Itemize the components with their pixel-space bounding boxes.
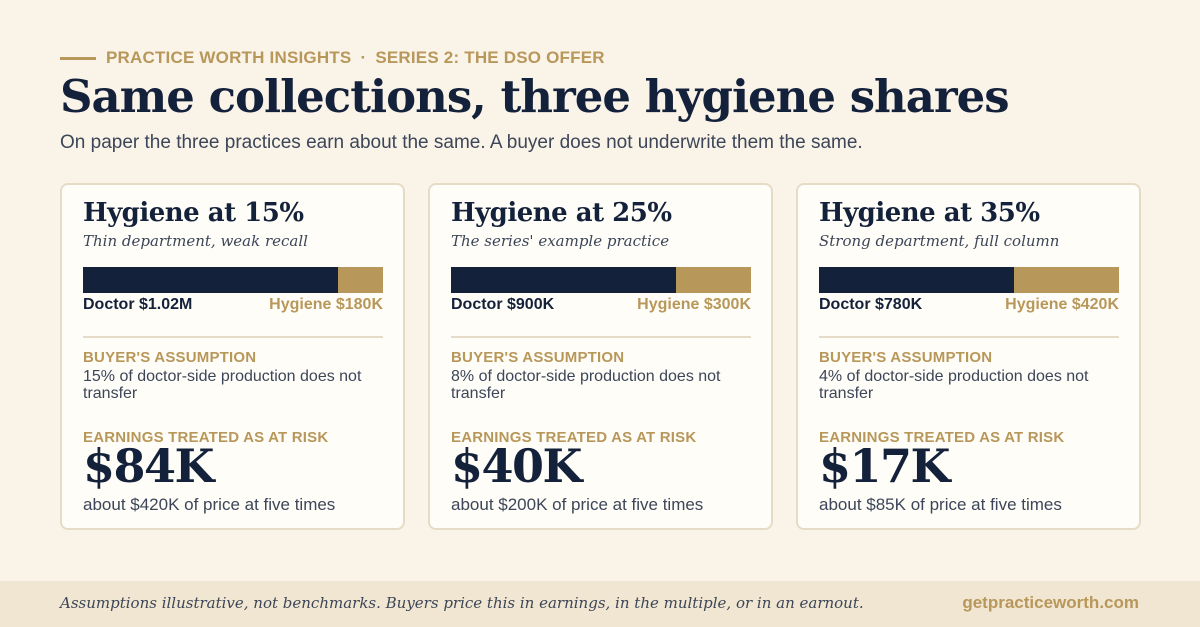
- split-labels: Doctor $780K Hygiene $420K: [819, 296, 1119, 314]
- hygiene-segment: [338, 267, 383, 293]
- doctor-segment: [819, 267, 1014, 293]
- hygiene-label: Hygiene $420K: [1005, 296, 1119, 314]
- page-title: Same collections, three hygiene shares: [60, 70, 1009, 123]
- card-hygiene-15: Hygiene at 15% Thin department, weak rec…: [60, 183, 405, 530]
- divider: [451, 336, 751, 338]
- website-link[interactable]: getpracticeworth.com: [962, 593, 1139, 613]
- assumption-kicker: BUYER'S ASSUMPTION: [83, 349, 256, 366]
- assumption-text: 4% of doctor-side production does not tr…: [819, 368, 1119, 402]
- hygiene-segment: [1014, 267, 1119, 293]
- assumption-text: 8% of doctor-side production does not tr…: [451, 368, 751, 402]
- card-subheading: Strong department, full column: [819, 232, 1059, 250]
- hygiene-label: Hygiene $180K: [269, 296, 383, 314]
- hygiene-segment: [676, 267, 751, 293]
- card-hygiene-35: Hygiene at 35% Strong department, full c…: [796, 183, 1141, 530]
- split-labels: Doctor $1.02M Hygiene $180K: [83, 296, 383, 314]
- hygiene-label: Hygiene $300K: [637, 296, 751, 314]
- card-hygiene-25: Hygiene at 25% The series' example pract…: [428, 183, 773, 530]
- eyebrow-separator: ·: [360, 48, 366, 68]
- assumption-kicker: BUYER'S ASSUMPTION: [819, 349, 992, 366]
- price-note: about $420K of price at five times: [83, 495, 335, 515]
- assumption-text: 15% of doctor-side production does not t…: [83, 368, 383, 402]
- price-note: about $85K of price at five times: [819, 495, 1062, 515]
- divider: [83, 336, 383, 338]
- production-split-bar: [451, 267, 751, 293]
- risk-value: $40K: [451, 439, 581, 493]
- footer-band: Assumptions illustrative, not benchmarks…: [0, 581, 1200, 627]
- card-heading: Hygiene at 25%: [451, 198, 672, 228]
- card-heading: Hygiene at 15%: [83, 198, 304, 228]
- doctor-label: Doctor $780K: [819, 296, 922, 314]
- production-split-bar: [83, 267, 383, 293]
- divider: [819, 336, 1119, 338]
- production-split-bar: [819, 267, 1119, 293]
- risk-value: $17K: [819, 439, 949, 493]
- split-labels: Doctor $900K Hygiene $300K: [451, 296, 751, 314]
- eyebrow: PRACTICE WORTH INSIGHTS · SERIES 2: THE …: [60, 48, 605, 68]
- risk-value: $84K: [83, 439, 213, 493]
- comparison-cards: Hygiene at 15% Thin department, weak rec…: [60, 183, 1140, 530]
- eyebrow-rule: [60, 57, 96, 60]
- doctor-label: Doctor $900K: [451, 296, 554, 314]
- card-subheading: Thin department, weak recall: [83, 232, 308, 250]
- doctor-segment: [451, 267, 676, 293]
- assumption-kicker: BUYER'S ASSUMPTION: [451, 349, 624, 366]
- price-note: about $200K of price at five times: [451, 495, 703, 515]
- footnote: Assumptions illustrative, not benchmarks…: [60, 594, 864, 612]
- series-name: PRACTICE WORTH INSIGHTS: [106, 48, 351, 68]
- card-heading: Hygiene at 35%: [819, 198, 1040, 228]
- series-episode: SERIES 2: THE DSO OFFER: [375, 48, 604, 68]
- doctor-segment: [83, 267, 338, 293]
- doctor-label: Doctor $1.02M: [83, 296, 192, 314]
- page-subtitle: On paper the three practices earn about …: [60, 132, 863, 154]
- card-subheading: The series' example practice: [451, 232, 669, 250]
